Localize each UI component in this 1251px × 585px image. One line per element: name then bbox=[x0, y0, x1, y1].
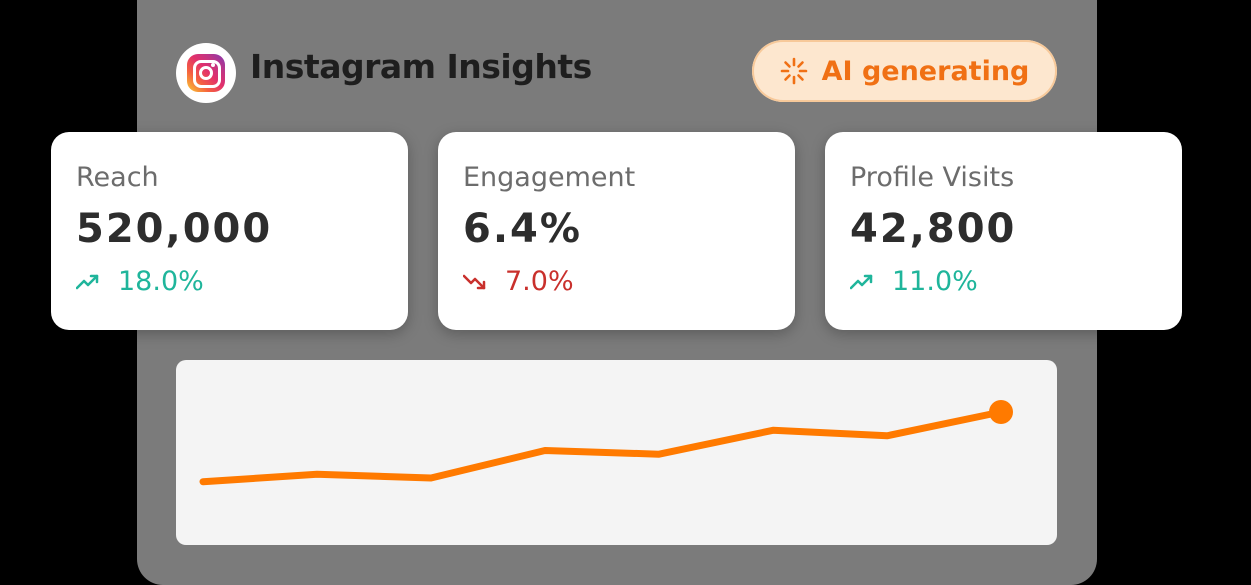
metric-delta-value: 18.0% bbox=[118, 266, 204, 297]
metric-label: Profile Visits bbox=[850, 162, 1015, 193]
trending-up-icon bbox=[850, 274, 873, 289]
ai-generating-badge[interactable]: AI generating bbox=[752, 40, 1057, 102]
series-line bbox=[199, 408, 1005, 486]
metric-delta: 18.0% bbox=[76, 266, 204, 297]
trend-chart bbox=[176, 360, 1057, 545]
metric-delta-value: 7.0% bbox=[505, 266, 574, 297]
metric-card-profile-visits: Profile Visits 42,800 11.0% bbox=[825, 132, 1182, 330]
metric-delta: 11.0% bbox=[850, 266, 978, 297]
metric-card-engagement: Engagement 6.4% 7.0% bbox=[438, 132, 795, 330]
trending-down-icon bbox=[463, 274, 486, 289]
metric-card-reach: Reach 520,000 18.0% bbox=[51, 132, 408, 330]
metric-label: Engagement bbox=[463, 162, 636, 193]
metric-delta-value: 11.0% bbox=[892, 266, 978, 297]
trend-chart-svg bbox=[199, 400, 1013, 486]
trending-up-icon bbox=[76, 274, 99, 289]
loading-spinner-icon bbox=[780, 57, 807, 85]
metric-delta: 7.0% bbox=[463, 266, 574, 297]
metric-value: 42,800 bbox=[850, 206, 1017, 252]
metric-label: Reach bbox=[76, 162, 159, 193]
metric-value: 6.4% bbox=[463, 206, 582, 252]
page-title: Instagram Insights bbox=[250, 47, 592, 86]
ai-badge-label: AI generating bbox=[821, 55, 1030, 87]
last-data-point bbox=[989, 400, 1013, 424]
instagram-icon bbox=[187, 54, 225, 92]
instagram-logo bbox=[176, 43, 236, 103]
metric-value: 520,000 bbox=[76, 206, 273, 252]
